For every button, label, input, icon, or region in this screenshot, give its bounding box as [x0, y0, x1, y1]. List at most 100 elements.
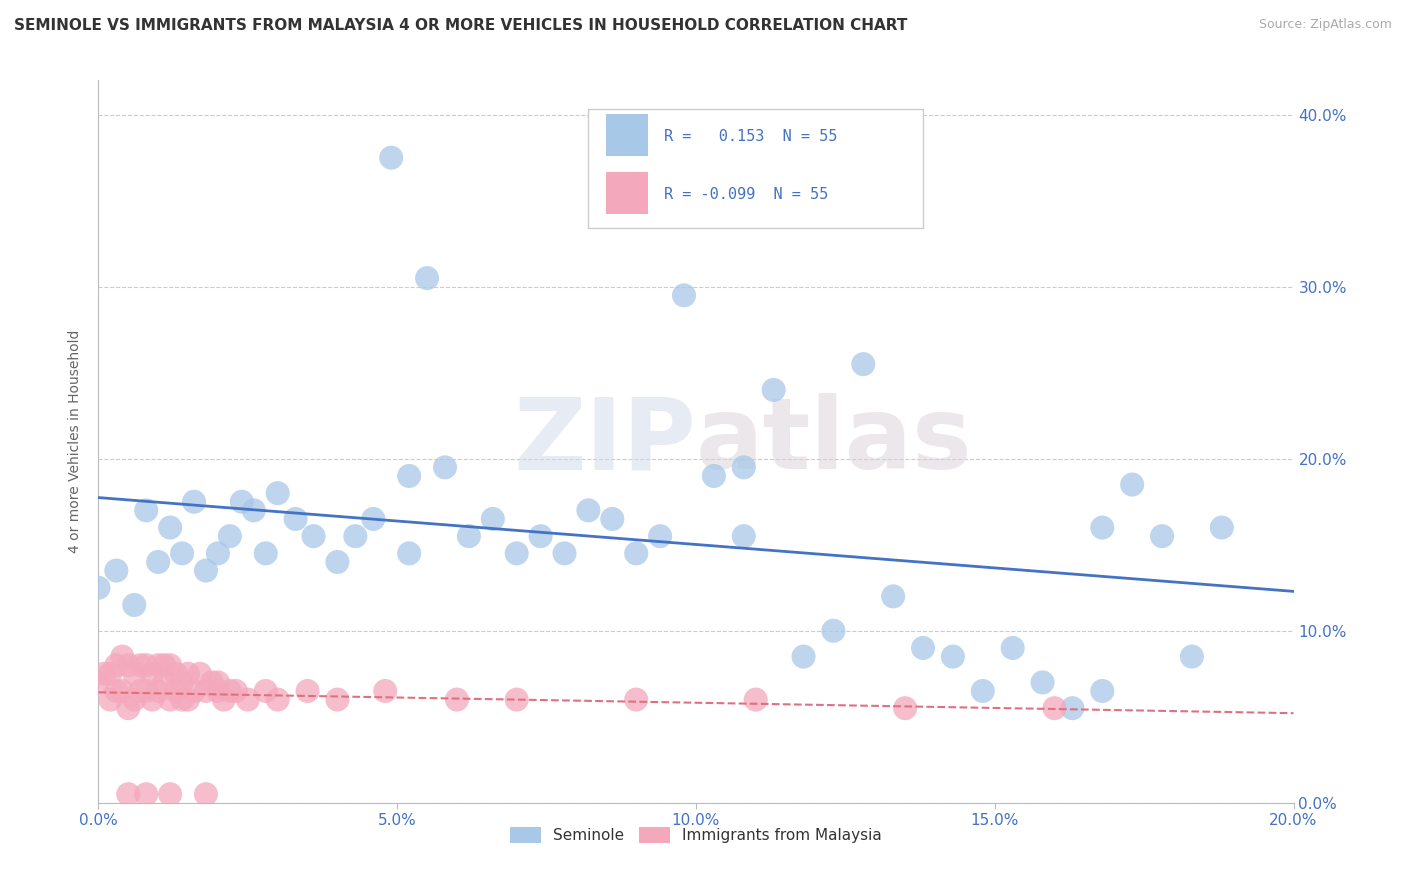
Point — [124, 598, 146, 612]
Point — [165, 666, 187, 681]
Point — [506, 692, 529, 706]
Point — [135, 503, 157, 517]
Point — [117, 787, 139, 801]
Point — [446, 692, 468, 706]
Point — [703, 469, 725, 483]
Point — [530, 529, 553, 543]
Point — [148, 684, 170, 698]
Point — [159, 692, 181, 706]
Point — [93, 666, 115, 681]
Point — [254, 546, 277, 560]
Legend: Seminole, Immigrants from Malaysia: Seminole, Immigrants from Malaysia — [503, 822, 889, 849]
Point — [416, 271, 439, 285]
Text: SEMINOLE VS IMMIGRANTS FROM MALAYSIA 4 OR MORE VEHICLES IN HOUSEHOLD CORRELATION: SEMINOLE VS IMMIGRANTS FROM MALAYSIA 4 O… — [14, 18, 907, 33]
Point — [105, 564, 128, 578]
Point — [148, 658, 170, 673]
Point — [302, 529, 325, 543]
Point — [183, 494, 205, 508]
Point — [153, 658, 176, 673]
Point — [98, 666, 122, 681]
Point — [231, 494, 253, 508]
Point — [165, 684, 187, 698]
Point — [1062, 701, 1084, 715]
Point — [207, 684, 229, 698]
Text: Source: ZipAtlas.com: Source: ZipAtlas.com — [1258, 18, 1392, 31]
Point — [1091, 520, 1114, 534]
Point — [124, 666, 146, 681]
Point — [326, 555, 349, 569]
Point — [87, 675, 110, 690]
Point — [434, 460, 457, 475]
Point — [172, 675, 194, 690]
Point — [578, 503, 600, 517]
Point — [159, 658, 181, 673]
Point — [482, 512, 505, 526]
Y-axis label: 4 or more Vehicles in Household: 4 or more Vehicles in Household — [69, 330, 83, 553]
Point — [1121, 477, 1143, 491]
Point — [363, 512, 385, 526]
Point — [554, 546, 576, 560]
Point — [195, 564, 218, 578]
Point — [1043, 701, 1066, 715]
Point — [129, 684, 152, 698]
Point — [374, 684, 396, 698]
Point — [380, 151, 402, 165]
Text: atlas: atlas — [696, 393, 973, 490]
Point — [207, 675, 229, 690]
Point — [172, 692, 194, 706]
Point — [267, 486, 290, 500]
Point — [117, 658, 139, 673]
Point — [602, 512, 624, 526]
Point — [141, 666, 163, 681]
Point — [823, 624, 845, 638]
Point — [135, 658, 157, 673]
Point — [225, 684, 247, 698]
Point — [942, 649, 965, 664]
Text: ZIP: ZIP — [513, 393, 696, 490]
Point — [733, 529, 755, 543]
Point — [626, 692, 648, 706]
Point — [762, 383, 785, 397]
Point — [852, 357, 875, 371]
Point — [141, 692, 163, 706]
Point — [188, 666, 211, 681]
Point — [207, 546, 229, 560]
Point — [195, 684, 218, 698]
Point — [506, 546, 529, 560]
Point — [183, 684, 205, 698]
Point — [177, 666, 200, 681]
Point — [177, 692, 200, 706]
Point — [219, 684, 242, 698]
FancyBboxPatch shape — [589, 109, 922, 228]
Point — [105, 658, 128, 673]
Point — [87, 581, 110, 595]
Point — [172, 546, 194, 560]
Point — [398, 546, 420, 560]
Point — [111, 684, 134, 698]
Point — [111, 649, 134, 664]
Point — [972, 684, 994, 698]
Point — [344, 529, 367, 543]
Point — [105, 684, 128, 698]
Point — [117, 701, 139, 715]
Point — [673, 288, 696, 302]
Point — [201, 675, 224, 690]
Point — [284, 512, 307, 526]
Point — [894, 701, 917, 715]
Point — [793, 649, 815, 664]
Point — [650, 529, 672, 543]
Point — [195, 787, 218, 801]
Point — [733, 460, 755, 475]
Point — [148, 555, 170, 569]
Point — [254, 684, 277, 698]
Point — [135, 684, 157, 698]
Point — [159, 787, 181, 801]
Point — [219, 529, 242, 543]
Point — [745, 692, 768, 706]
Point — [1152, 529, 1174, 543]
Point — [243, 503, 266, 517]
Text: R = -0.099  N = 55: R = -0.099 N = 55 — [664, 187, 828, 202]
Bar — [606, 172, 648, 214]
Point — [135, 787, 157, 801]
Point — [297, 684, 319, 698]
